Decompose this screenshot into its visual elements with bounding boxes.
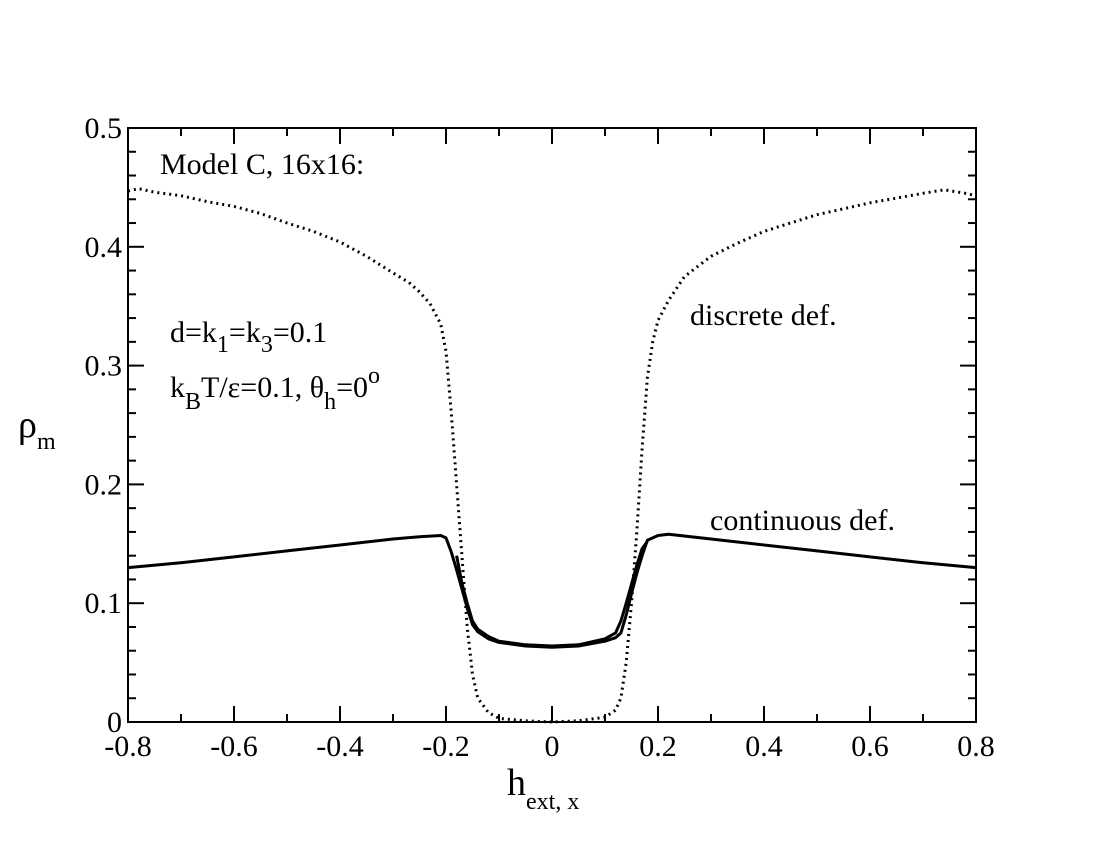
model-annotation: Model C, 16x16:	[160, 148, 364, 181]
x-axis-subscript: ext, x	[526, 789, 579, 815]
x-tick-label: -0.4	[316, 730, 364, 763]
param1-sub1: 1	[217, 332, 229, 358]
param2-sub1: B	[185, 389, 201, 415]
y-tick-label: 0.5	[85, 112, 123, 145]
axis-ticks: -0.8 -0.6 -0.4 -0.2 0 0.2 0.4 0.6 0.8 0 0.1 0.2 0.3 0…	[85, 112, 995, 763]
param2-sub2: h	[324, 389, 336, 415]
series-line-0	[127, 187, 977, 724]
x-tick-label: -0.8	[104, 730, 152, 763]
series-line-2	[455, 540, 649, 648]
param2-part1: k	[170, 371, 185, 404]
x-axis-title: hext, x	[507, 762, 579, 815]
x-tick-label: 0	[545, 730, 560, 763]
x-tick-label: 0.6	[851, 730, 889, 763]
plot-area	[127, 187, 977, 724]
param-annotation-2: kBT/ε=0.1, θh=0o	[170, 363, 380, 415]
x-tick-label: 0.2	[639, 730, 677, 763]
param1-part2: =k	[229, 316, 261, 349]
y-tick-label: 0.3	[85, 350, 123, 383]
plot-frame	[127, 127, 977, 723]
param2-part3: =0	[336, 371, 368, 404]
x-tick-label: 0.4	[745, 730, 783, 763]
x-tick-label: 0.8	[957, 730, 995, 763]
y-tick-label: 0.2	[85, 468, 123, 501]
x-axis-symbol: h	[507, 762, 526, 804]
series-label-discrete: discrete def.	[690, 299, 837, 332]
y-axis-symbol: ρ	[18, 404, 37, 446]
y-axis-subscript: m	[37, 429, 56, 455]
y-tick-label: 0.1	[85, 587, 123, 620]
series-line-1	[127, 532, 977, 649]
param1-part1: d=k	[170, 316, 217, 349]
param2-sup: o	[368, 363, 380, 389]
y-tick-label: 0	[107, 706, 122, 739]
param-annotation-1: d=k1=k3=0.1	[170, 316, 327, 358]
param1-sub2: 3	[261, 332, 273, 358]
y-tick-label: 0.4	[85, 231, 123, 264]
y-axis-title: ρm	[18, 404, 56, 455]
x-tick-label: -0.2	[422, 730, 470, 763]
series-label-continuous: continuous def.	[710, 504, 895, 537]
param1-part3: =0.1	[273, 316, 327, 349]
x-tick-label: -0.6	[210, 730, 258, 763]
param2-part2: T/ε=0.1, θ	[201, 371, 324, 404]
